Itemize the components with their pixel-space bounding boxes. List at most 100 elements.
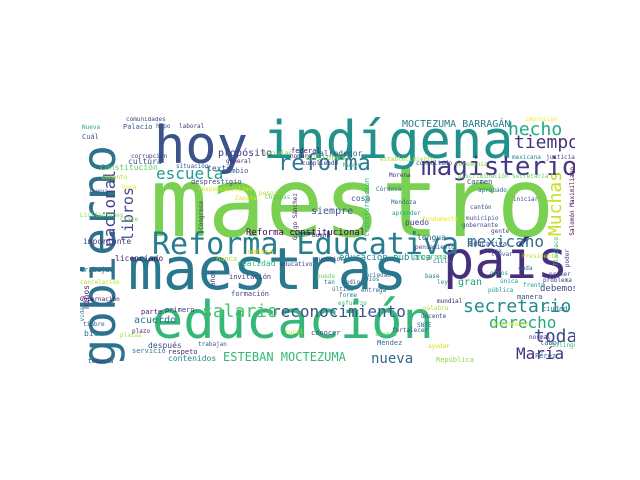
word-impresion: impresión [525, 117, 558, 123]
word-palabra: palabra [423, 305, 449, 312]
word-cual: Cuál [82, 133, 99, 141]
word-realidad: realidad [237, 259, 276, 268]
word-bilingue: bilingüe [552, 342, 575, 349]
word-poder: poder [564, 249, 571, 268]
word-siempre: siempre [311, 206, 354, 217]
word-momento: momento [102, 174, 128, 181]
word-otros: otros [490, 270, 509, 277]
word-tan: tan [324, 279, 335, 286]
word-cierre: cierre [480, 248, 502, 255]
word-snte: SNTE [417, 322, 432, 329]
word-perez: Pérez [535, 352, 557, 360]
word-justicia: justicia [546, 154, 575, 161]
word-clase: clase [120, 216, 139, 223]
word-servicio: servicio [132, 347, 166, 355]
word-carmen: Carmen [467, 178, 493, 186]
word-reforma: reforma [278, 151, 371, 176]
word-despues: después [148, 341, 182, 350]
word-lengua: lengua [417, 233, 446, 242]
word-ciudad: ciudad [542, 305, 568, 313]
word-comunidades: comunidades [126, 117, 166, 123]
word-iniciar: iniciar [513, 196, 539, 203]
word-reconocimiento: reconocimiento [271, 302, 406, 321]
word-morena: Morena [389, 172, 411, 179]
word-municipio: municipio [466, 215, 499, 222]
word-toda: toda [534, 326, 575, 347]
word-reforma-educativa: Reforma Educativa [152, 227, 460, 262]
word-gobernante: gobernante [462, 222, 499, 229]
word-nuevo: Nuevo [343, 162, 362, 169]
word-problema: problema [543, 277, 572, 284]
word-puede: puede [317, 273, 336, 280]
word-respeto: respeto [168, 348, 198, 356]
word-acuerdo: acuerdo [134, 315, 177, 326]
word-todavia: todavía [88, 358, 114, 365]
word-secretario: secretario [463, 296, 572, 317]
word-importante: importante [83, 237, 132, 246]
word-maestro: maestro [150, 147, 555, 259]
word-ley: ley [437, 279, 448, 286]
word-salomon-maximiliano: Salomón Maximiliano [569, 167, 575, 236]
word-buena: Buena [312, 232, 331, 239]
word-nunca: nunca [216, 255, 238, 263]
word-cancelacion: cancelación [80, 279, 120, 286]
word-parte: parte [141, 308, 163, 316]
word-dios: Dios [365, 276, 380, 283]
word-entrega: entrega [361, 287, 387, 294]
word-establecimiento: establecimiento [380, 156, 435, 163]
word-timbre: timbre [83, 321, 105, 328]
word-primero: primero [165, 306, 195, 314]
word-indigena: indígena [263, 117, 514, 171]
word-educativa: Educativa [469, 240, 507, 248]
word-sociedad: sociedad [362, 272, 391, 279]
word-vida: vida [80, 307, 86, 322]
word-proposito: propósito [218, 148, 273, 159]
word-programa: programa [413, 253, 447, 261]
word-mendoza: Mendoza [391, 199, 417, 206]
word-magisterio: magisterio [421, 152, 575, 182]
word-republica: República [436, 356, 474, 364]
word-forme: forme [339, 292, 358, 299]
word-cosa: cosa [351, 194, 371, 203]
word-gente: gente [491, 228, 510, 235]
word-bien: bien [84, 329, 104, 338]
word-nombre: nombre [290, 153, 312, 160]
word-aprobado: aprobado [478, 187, 507, 194]
word-federal: federal [291, 147, 321, 155]
word-ciclo: ciclo [433, 258, 452, 265]
word-cada: cada [518, 265, 533, 272]
word-gran: gran [458, 277, 483, 288]
word-unica: única [500, 278, 519, 285]
word-canton: cantón [470, 204, 492, 211]
word-moctezuma-barragan: MOCTEZUMA BARRAGÁN [402, 119, 511, 130]
word-salario: salario [202, 301, 278, 322]
word-cloud: maestro maestras educación país hoy indígena g… [80, 117, 575, 369]
word-aprender: aprender [392, 210, 421, 217]
word-situacion: situación [176, 163, 209, 170]
word-fortalecer: fortalecer [392, 327, 429, 334]
word-derecho: derecho [489, 313, 557, 332]
word-nueva: nueva [371, 351, 414, 367]
word-pesos: pesos [259, 190, 278, 197]
word-esfuerzo: esfuerzo [338, 300, 367, 307]
word-frente: frente [523, 282, 545, 289]
word-cambio: cambio [223, 167, 249, 175]
word-tlaxiaco: Tlaxiaco [553, 237, 560, 266]
word-chiapas: Chiapas [265, 194, 291, 201]
word-trabajar: trabajar [80, 266, 114, 274]
word-tiempo: tiempo [514, 132, 575, 153]
word-muchas: Muchas [545, 171, 566, 237]
word-desprestigio: desprestigio [191, 178, 242, 186]
word-conocer: conocer [311, 329, 341, 337]
word-anos: años [209, 270, 217, 287]
word-escuela: escuela [156, 164, 224, 183]
word-mexicano: mexicano [467, 232, 545, 251]
word-ceremonia: ceremonia [455, 161, 488, 168]
word-general: general [226, 158, 252, 165]
word-mexicana: mexicana [512, 154, 541, 161]
word-zapata: Zapata [235, 195, 257, 202]
word-publica: pública [488, 287, 514, 294]
word-educativo: educativo [280, 261, 313, 268]
word-pais: país [443, 231, 569, 291]
word-debemos: debemos [540, 284, 575, 294]
